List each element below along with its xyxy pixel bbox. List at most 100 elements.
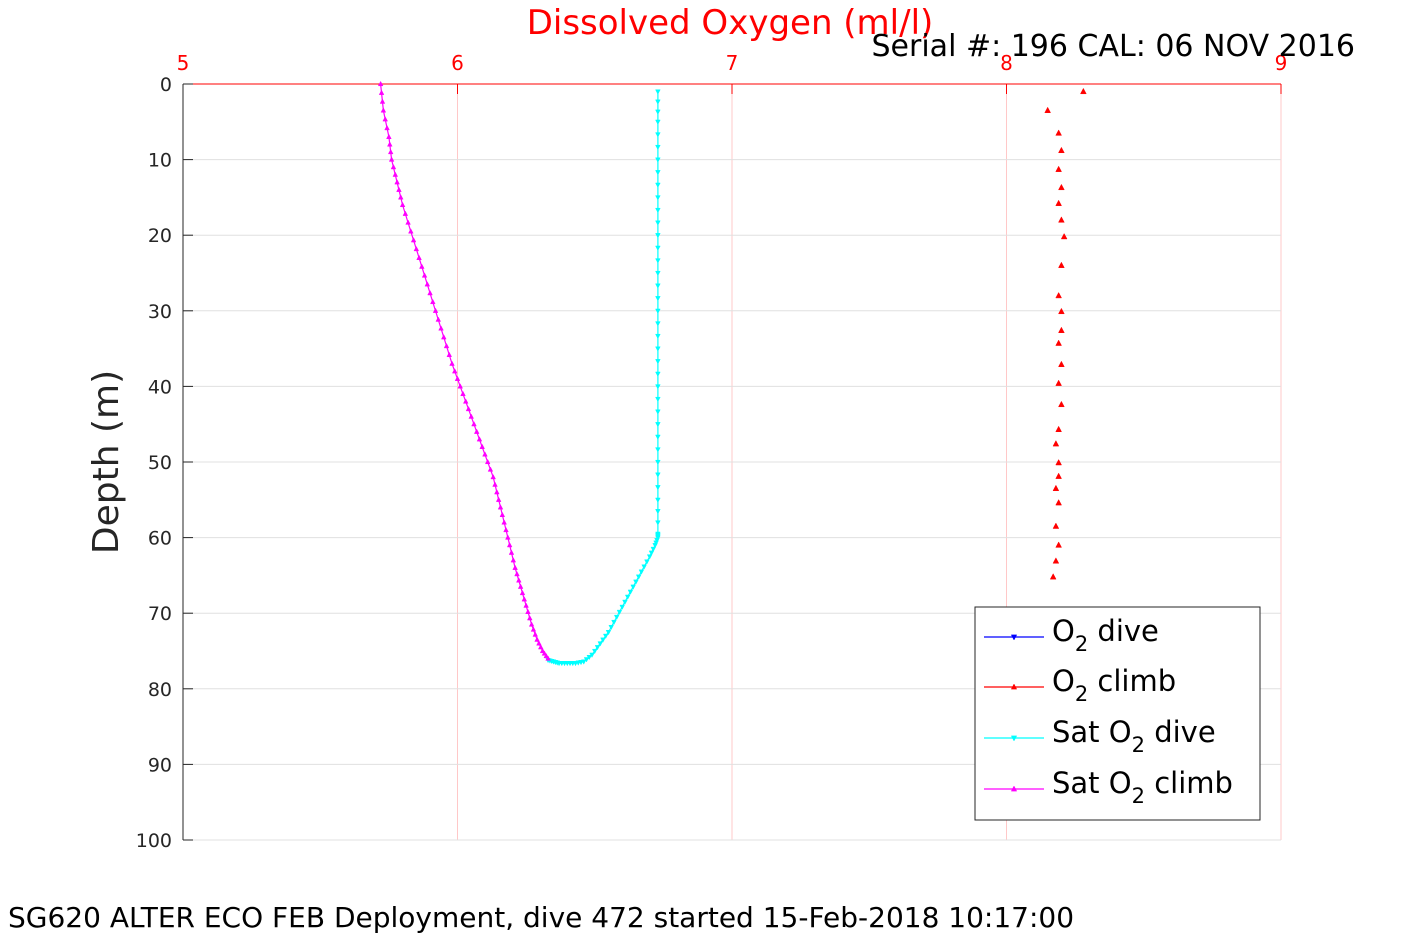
data-point [432, 307, 439, 313]
data-point [602, 633, 609, 640]
data-point [654, 538, 660, 544]
data-point [506, 542, 513, 548]
data-point [530, 626, 537, 632]
chart-subtitle: Serial #: 196 CAL: 06 NOV 2016 [872, 29, 1355, 64]
legend-entry: O2 dive [984, 614, 1159, 656]
data-point [499, 511, 506, 517]
data-point [516, 577, 522, 583]
data-point [655, 422, 661, 428]
data-point [1010, 785, 1018, 792]
data-point [427, 290, 433, 296]
data-point [536, 640, 542, 646]
data-point [616, 609, 623, 616]
data-point [1055, 541, 1062, 548]
data-point [655, 270, 661, 277]
data-point [541, 650, 548, 656]
legend-label: O2 dive [1052, 614, 1159, 656]
data-point [443, 342, 450, 349]
data-point [460, 390, 466, 397]
data-point [1010, 683, 1018, 690]
data-point [655, 119, 661, 125]
data-point [1055, 459, 1062, 466]
data-point [655, 233, 661, 239]
data-point [416, 254, 422, 260]
data-point [646, 554, 653, 560]
data-point [419, 263, 425, 269]
data-point [644, 559, 650, 565]
data-point [1010, 735, 1018, 742]
data-point [430, 298, 436, 305]
data-point [1049, 573, 1057, 580]
data-point [597, 641, 603, 647]
data-point [382, 116, 388, 122]
data-point [408, 228, 414, 234]
data-point [655, 220, 661, 226]
data-point [653, 540, 659, 546]
series-line [380, 83, 549, 659]
data-point [650, 546, 657, 553]
data-point [508, 549, 515, 555]
data-point [655, 371, 661, 377]
data-point [495, 496, 502, 502]
data-point [441, 334, 447, 340]
data-point [387, 141, 393, 147]
data-point [1055, 499, 1062, 506]
data-point [638, 569, 645, 575]
data-point [655, 520, 661, 526]
data-point [655, 144, 661, 151]
data-point [641, 564, 647, 570]
data-point [435, 316, 442, 322]
data-point [655, 157, 661, 163]
data-point [1055, 199, 1062, 206]
data-point [538, 644, 544, 650]
data-point [512, 564, 518, 570]
series-line [547, 91, 659, 664]
data-point [1055, 379, 1062, 386]
data-point [613, 614, 620, 621]
data-point [655, 434, 661, 440]
data-point [648, 550, 655, 556]
data-point [655, 245, 661, 251]
data-point [1058, 400, 1065, 408]
data-point [1055, 339, 1062, 346]
data-point [387, 148, 394, 155]
series-sat-o2-dive [545, 89, 661, 667]
data-point [399, 201, 406, 208]
data-point [539, 647, 546, 654]
data-point [449, 360, 455, 366]
data-point [1052, 440, 1060, 447]
data-point [501, 519, 507, 525]
data-point [655, 497, 661, 503]
data-point [446, 351, 453, 357]
data-point [410, 237, 417, 243]
data-point [510, 557, 517, 563]
data-point [487, 466, 494, 472]
data-point [655, 509, 661, 515]
legend: O2 dive O2 climb Sat O2 dive Sat O2 climb [974, 606, 1261, 821]
data-point [534, 636, 540, 642]
data-point [1058, 183, 1065, 191]
data-point [608, 624, 614, 631]
data-point [1010, 634, 1018, 641]
data-point [405, 219, 411, 225]
data-point [1060, 232, 1068, 240]
data-point [1055, 291, 1062, 299]
data-point [484, 458, 491, 465]
data-point [528, 621, 535, 627]
data-point [619, 604, 625, 611]
y-tick-label: 70 [148, 603, 172, 625]
data-point [655, 447, 661, 453]
data-point [655, 195, 661, 201]
series-sat-o2-climb [377, 80, 551, 661]
series [377, 80, 1087, 667]
data-point [379, 98, 386, 104]
y-axis-label: Depth (m) [86, 370, 127, 554]
data-point [655, 170, 661, 176]
y-tick-label: 100 [136, 830, 172, 852]
data-point [655, 283, 661, 289]
chart-caption: SG620 ALTER ECO FEB Deployment, dive 472… [8, 901, 1074, 934]
data-point [457, 383, 464, 389]
data-point [611, 619, 617, 626]
legend-label: Sat O2 climb [1052, 766, 1233, 808]
data-point [519, 589, 526, 596]
